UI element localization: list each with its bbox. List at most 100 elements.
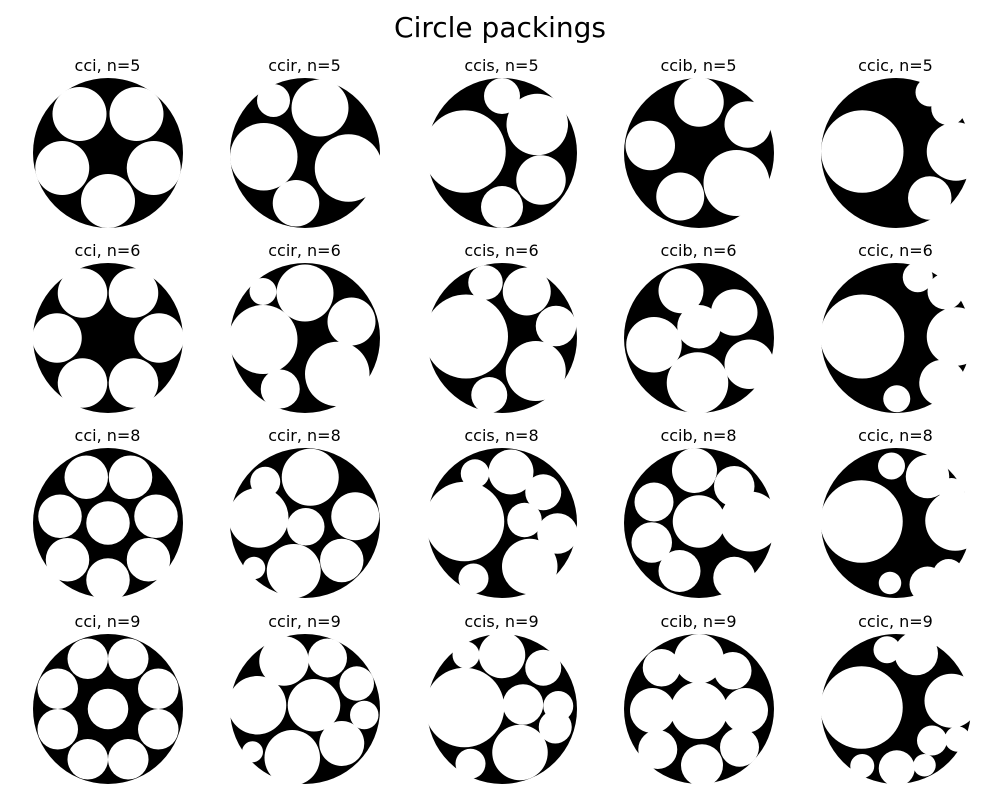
packed-circle (703, 150, 770, 216)
packed-circle (33, 313, 82, 363)
packed-circle (138, 668, 179, 709)
packed-circle (260, 369, 300, 409)
panel-title: cci, n=9 (74, 612, 141, 631)
packed-circle (249, 278, 277, 305)
packed-circle (314, 134, 380, 202)
packed-circle (81, 174, 135, 228)
packing-diagram (33, 263, 183, 413)
packing-diagram (427, 78, 577, 228)
panel-title: ccib, n=8 (660, 426, 737, 445)
panel-title: ccib, n=9 (660, 612, 737, 631)
packed-circle (350, 700, 379, 730)
packed-circle (455, 748, 486, 779)
packing-diagram (427, 448, 577, 598)
packed-circle (37, 709, 78, 750)
packed-circle (502, 267, 551, 316)
packed-circle (427, 667, 505, 748)
packed-circle (625, 120, 675, 171)
packed-circle (481, 186, 523, 228)
packed-circle (713, 556, 756, 598)
packed-circle (720, 491, 774, 552)
packed-circle (108, 455, 153, 499)
packed-circle (894, 634, 938, 676)
packed-circle (67, 638, 108, 679)
packed-circle (631, 522, 672, 563)
packed-circle (37, 668, 78, 709)
panel-title: ccis, n=5 (464, 56, 539, 75)
packed-circle (638, 730, 678, 769)
packed-circle (525, 474, 562, 511)
packed-circle (507, 502, 542, 538)
packed-circle (878, 571, 902, 595)
packed-circle (266, 544, 321, 598)
packed-circle (908, 176, 952, 220)
packed-circle (714, 652, 752, 690)
panel-title: ccis, n=6 (464, 241, 539, 260)
packed-circle (264, 730, 320, 784)
packed-circle (724, 339, 774, 389)
packed-circle (478, 634, 526, 679)
panel-title: ccir, n=8 (268, 426, 341, 445)
packed-circle (502, 538, 558, 595)
packed-circle (658, 550, 701, 592)
packed-circle (878, 750, 915, 784)
packed-circle (672, 495, 726, 548)
packed-circle (821, 480, 903, 563)
packing-diagram (230, 78, 380, 228)
packed-circle (305, 341, 370, 407)
packed-circle (821, 110, 904, 193)
packed-circle (927, 273, 964, 310)
packed-circle (670, 682, 728, 739)
panel-title: ccic, n=6 (858, 241, 933, 260)
packed-circle (642, 649, 681, 687)
packed-circle (926, 122, 971, 181)
packed-circle (259, 636, 309, 686)
packed-circle (681, 744, 723, 784)
packed-circle (723, 688, 768, 733)
packed-circle (626, 317, 682, 373)
packed-circle (525, 649, 562, 686)
packing-panel: ccis, n=5 (403, 56, 600, 241)
packed-circle (672, 448, 717, 493)
packing-panel: cci, n=8 (9, 426, 206, 611)
panel-title: ccir, n=9 (268, 612, 341, 631)
packed-circle (276, 264, 334, 322)
packed-circle (339, 666, 374, 701)
packed-circle (281, 448, 339, 506)
packed-circle (64, 455, 108, 499)
packing-panel: ccis, n=8 (403, 426, 600, 611)
packed-circle (287, 679, 341, 732)
packing-panel: ccis, n=9 (403, 612, 600, 797)
panel-title: ccib, n=5 (660, 56, 737, 75)
packed-circle (538, 710, 572, 744)
packed-circle (242, 741, 263, 763)
packing-panel: ccib, n=5 (600, 56, 797, 241)
panel-title: ccir, n=5 (268, 56, 341, 75)
packed-circle (917, 725, 947, 756)
packed-circle (230, 676, 287, 735)
packed-circle (821, 666, 903, 749)
packed-circle (319, 721, 365, 766)
packed-circle (850, 754, 875, 778)
packed-circle (926, 307, 971, 366)
packing-diagram (821, 263, 971, 413)
packed-circle (272, 180, 320, 227)
packing-panel: ccic, n=6 (797, 241, 994, 426)
packed-circle (108, 268, 159, 318)
packing-diagram (33, 448, 183, 598)
packed-circle (468, 265, 503, 300)
packed-circle (52, 87, 107, 141)
packed-circle (327, 297, 376, 346)
packing-diagram (230, 634, 380, 784)
panel-title: cci, n=5 (74, 56, 141, 75)
panel-title: ccis, n=9 (464, 612, 539, 631)
panel-title: ccib, n=6 (660, 241, 737, 260)
packed-circle (242, 556, 266, 580)
figure-title: Circle packings (394, 11, 606, 44)
packed-circle (909, 566, 946, 598)
packing-diagram (821, 448, 971, 598)
packed-circle (902, 263, 933, 293)
packing-panel: ccib, n=9 (600, 612, 797, 797)
packed-circle (257, 84, 290, 117)
